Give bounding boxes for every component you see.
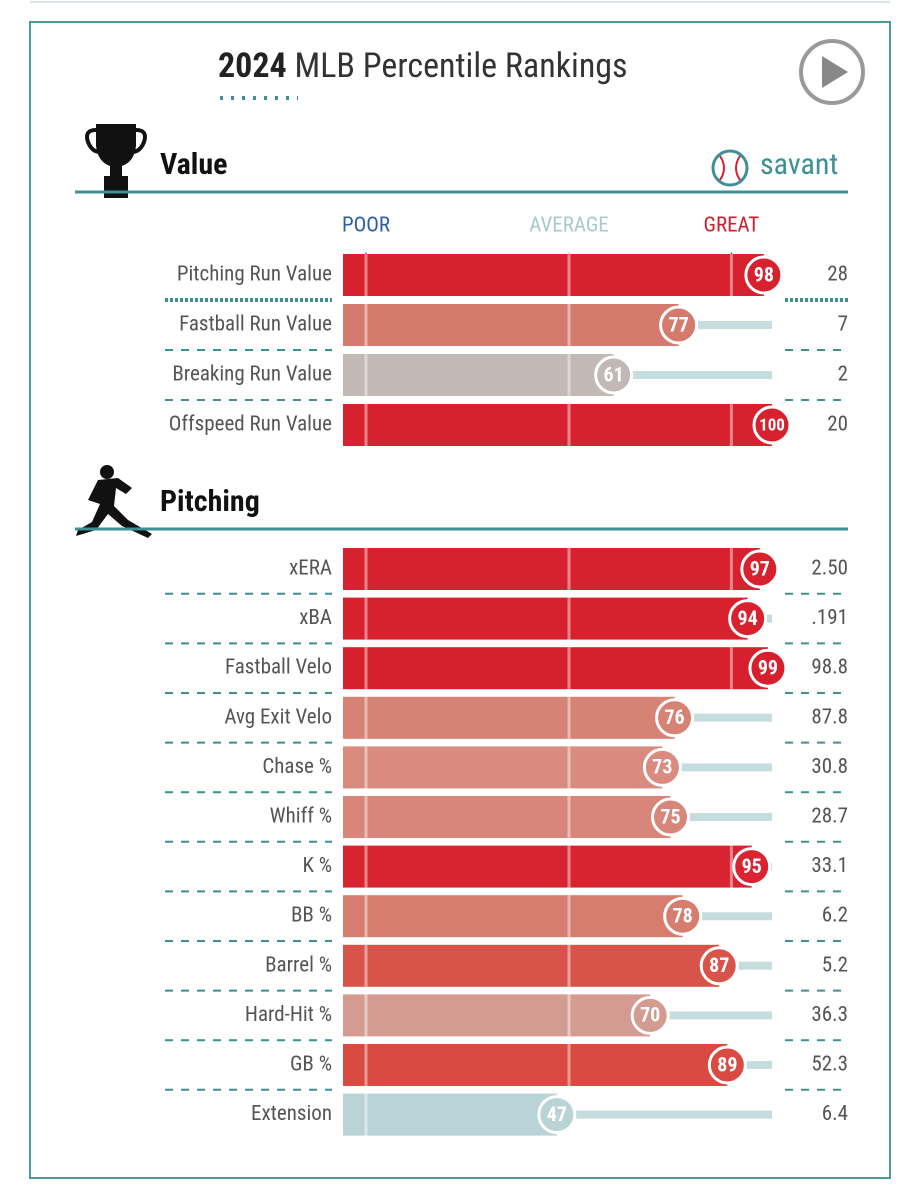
trophy-icon [85, 124, 147, 198]
section-title: Value [160, 147, 227, 182]
bar [343, 845, 752, 888]
bar [343, 254, 764, 296]
stat-value: 6.2 [822, 904, 848, 928]
value-label: 89 [717, 1052, 737, 1076]
scale-label: GREAT [704, 214, 760, 238]
value-label: 100 [759, 415, 785, 435]
stat-value: 5.2 [822, 953, 848, 977]
stat-value: 28.7 [811, 805, 848, 829]
category-label: K % [302, 854, 332, 878]
pitcher-icon [76, 465, 152, 538]
value-badge [630, 995, 670, 1035]
value-label: 76 [664, 705, 684, 729]
bar [343, 647, 768, 690]
stat-value: 87.8 [811, 705, 848, 729]
bar [343, 1044, 728, 1086]
value-badge [740, 549, 780, 589]
stat-value: 98.8 [811, 656, 848, 680]
bar [343, 304, 679, 346]
scale-label: AVERAGE [529, 214, 608, 238]
value-label: 95 [742, 854, 762, 878]
bar [343, 746, 663, 789]
value-badge [659, 305, 699, 345]
value-badge [707, 1045, 747, 1085]
category-label: Extension [251, 1102, 332, 1126]
card-border [29, 21, 891, 1179]
bar [343, 796, 671, 838]
section-title: Pitching [160, 484, 260, 519]
value-badge [655, 698, 695, 738]
value-badge [732, 847, 772, 887]
value-badge [699, 946, 739, 986]
bar [343, 994, 651, 1037]
bar [343, 895, 683, 938]
value-label: 98 [754, 262, 774, 286]
value-label: 61 [604, 362, 624, 386]
value-label: 70 [640, 1003, 660, 1027]
category-label: Fastball Velo [225, 656, 332, 680]
category-label: Chase % [262, 755, 332, 779]
category-label: Hard-Hit % [245, 1003, 332, 1027]
value-label: 47 [547, 1102, 567, 1126]
category-label: Pitching Run Value [177, 263, 332, 287]
bar [343, 944, 720, 987]
value-label: 78 [673, 903, 693, 927]
stat-value: 30.8 [811, 755, 848, 779]
stat-value: 52.3 [811, 1053, 848, 1077]
value-label: 94 [738, 606, 758, 630]
category-label: xBA [299, 606, 332, 630]
stat-value: 6.4 [822, 1102, 848, 1126]
value-badge [744, 255, 784, 295]
value-label: 87 [709, 953, 729, 977]
stat-value: 2 [838, 363, 848, 387]
category-label: BB % [291, 904, 332, 928]
value-label: 77 [669, 312, 689, 336]
title-year: 2024 [218, 46, 287, 86]
scale-label: POOR [342, 214, 390, 238]
stat-value: .191 [811, 606, 848, 630]
stat-value: 36.3 [811, 1003, 848, 1027]
stat-value: 33.1 [811, 854, 848, 878]
bar [343, 597, 748, 640]
savant-logo: savant [711, 147, 838, 187]
bar [343, 696, 675, 739]
value-badge [594, 355, 634, 395]
category-label: Barrel % [265, 953, 332, 977]
value-label: 73 [652, 755, 672, 779]
stat-value: 20 [827, 413, 848, 437]
value-badge [537, 1095, 577, 1135]
category-label: Offspeed Run Value [169, 413, 332, 437]
value-badge [748, 648, 788, 688]
category-label: xERA [289, 557, 332, 581]
category-label: Avg Exit Velo [224, 705, 332, 729]
category-label: GB % [290, 1053, 332, 1077]
brand: savant [760, 147, 838, 182]
category-label: Fastball Run Value [179, 313, 332, 337]
value-badge [663, 896, 703, 936]
value-badge [642, 747, 682, 787]
bar [343, 354, 614, 396]
category-label: Breaking Run Value [172, 363, 332, 387]
value-label: 99 [758, 655, 778, 679]
stat-value: 7 [838, 313, 848, 337]
play-button[interactable] [799, 39, 865, 105]
stat-value: 28 [827, 263, 848, 287]
bar [343, 404, 772, 446]
bar [343, 1093, 557, 1136]
title-text: MLB Percentile Rankings [295, 46, 628, 86]
page-title: 2024 MLB Percentile Rankings [218, 46, 628, 86]
value-label: 97 [750, 556, 770, 580]
value-label: 75 [660, 804, 680, 828]
bar [343, 548, 760, 590]
value-badge [651, 797, 690, 837]
value-badge [752, 405, 792, 445]
stat-value: 2.50 [811, 557, 848, 581]
category-label: Whiff % [270, 805, 332, 829]
value-badge [728, 599, 768, 639]
